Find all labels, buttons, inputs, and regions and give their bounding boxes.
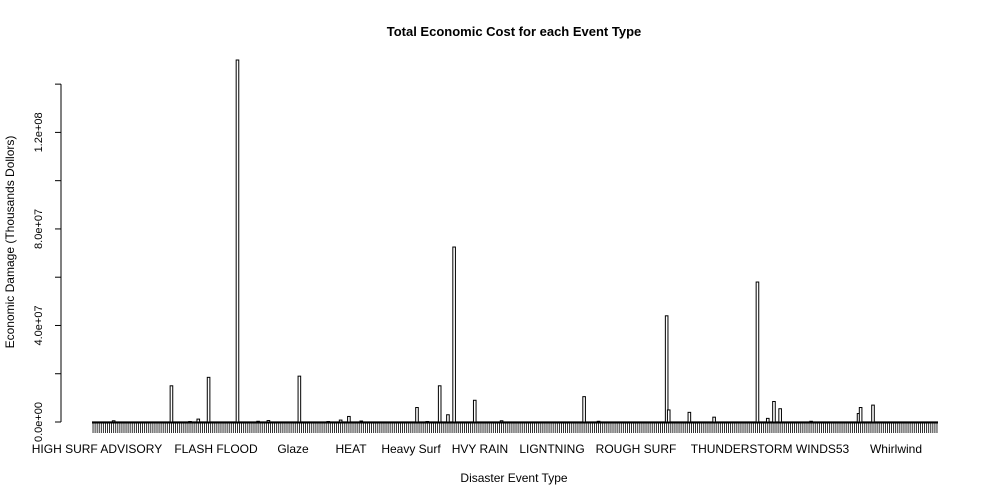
- bar: [347, 415, 351, 423]
- x-tick-label: Glaze: [277, 442, 309, 456]
- bar: [755, 281, 760, 423]
- bar: [858, 407, 863, 423]
- bars: [92, 59, 938, 423]
- x-tick-marks: [92, 423, 938, 433]
- bar: [596, 420, 601, 423]
- bar: [235, 59, 240, 423]
- x-tick-label: LIGNTNING: [519, 442, 584, 456]
- x-tick-label: Whirlwind: [870, 442, 922, 456]
- bar: [472, 399, 477, 423]
- y-axis: 0.0e+00 4.0e+07 8.0e+07 1.2e+08: [33, 83, 62, 442]
- bar: [359, 420, 364, 423]
- y-tick-label: 1.2e+08: [33, 112, 45, 152]
- y-tick-label: 0.0e+00: [33, 402, 45, 442]
- bar: [338, 419, 343, 423]
- x-tick-label: HIGH SURF ADVISORY: [32, 442, 162, 456]
- x-tick-labels: HIGH SURF ADVISORY FLASH FLOOD Glaze HEAT He…: [32, 442, 922, 456]
- chart-title: Total Economic Cost for each Event Type: [387, 24, 642, 39]
- x-tick-label: HEAT: [335, 442, 367, 456]
- bar: [452, 246, 456, 423]
- bar: [664, 315, 669, 423]
- bar: [169, 385, 174, 423]
- bar: [582, 396, 586, 423]
- bar: [446, 414, 450, 423]
- bar: [437, 385, 442, 423]
- x-axis-label: Disaster Event Type: [460, 471, 567, 485]
- bar: [765, 417, 770, 423]
- bar: [772, 400, 776, 423]
- bar: [687, 411, 692, 423]
- y-tick-label: 8.0e+07: [33, 209, 45, 249]
- x-tick-label: FLASH FLOOD: [174, 442, 258, 456]
- x-tick-label: Heavy Surf: [381, 442, 441, 456]
- bar: [712, 416, 716, 423]
- y-tick-label: 4.0e+07: [33, 305, 45, 345]
- x-tick-label: THUNDERSTORM WINDS53: [691, 442, 850, 456]
- bar: [666, 409, 671, 423]
- x-tick-label: ROUGH SURF: [596, 442, 677, 456]
- x-tick-label: HVY RAIN: [452, 442, 508, 456]
- bar: [809, 420, 813, 423]
- bar: [871, 404, 875, 423]
- y-axis-label: Economic Damage (Thousands Dollors): [3, 136, 17, 349]
- x-axis-ticks: [92, 422, 938, 433]
- bar: [196, 418, 201, 423]
- bar: [499, 420, 504, 423]
- bar: [778, 408, 782, 423]
- bar: [297, 375, 302, 423]
- bar: [415, 407, 419, 423]
- bar: [206, 376, 211, 423]
- bar: [111, 420, 116, 423]
- bar: [256, 420, 260, 423]
- bar: [266, 420, 271, 423]
